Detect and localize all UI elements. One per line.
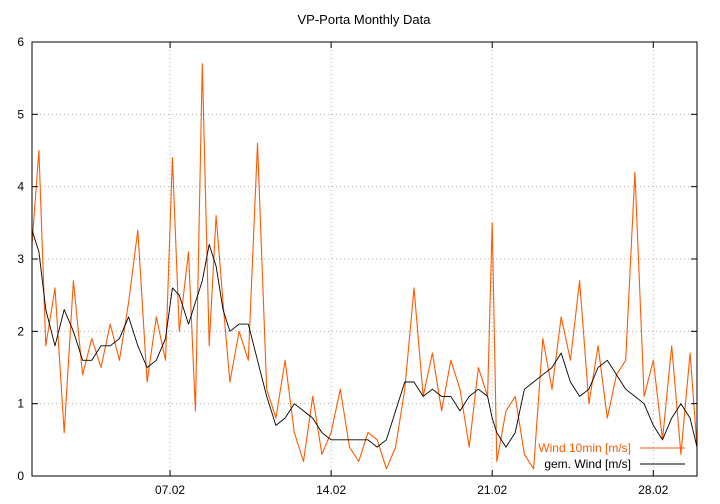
- series-line-wind-10min: [31, 63, 698, 470]
- x-tick-label: 28.02: [638, 483, 668, 497]
- axis-layer: 0 1 2 3 4 5 6 07.02 14.02 21.02 28.02: [17, 35, 698, 497]
- chart-title: VP-Porta Monthly Data: [298, 12, 432, 27]
- x-tick-label: 14.02: [316, 483, 346, 497]
- series-layer: [31, 63, 698, 470]
- legend: Wind 10min [m/s] gem. Wind [m/s]: [538, 441, 685, 471]
- grid-layer: [32, 42, 697, 476]
- y-tick-label: 5: [17, 107, 24, 121]
- x-tick-label: 21.02: [477, 483, 507, 497]
- legend-label: gem. Wind [m/s]: [544, 457, 631, 471]
- y-tick-label: 2: [17, 324, 24, 338]
- y-tick-label: 6: [17, 35, 24, 49]
- y-tick-label: 4: [17, 180, 24, 194]
- y-tick-label: 0: [17, 469, 24, 483]
- plot-frame: [31, 41, 698, 477]
- y-tick-label: 1: [17, 397, 24, 411]
- y-tick-label: 3: [17, 252, 24, 266]
- x-tick-label: 07.02: [155, 483, 185, 497]
- series-line-gem-wind: [31, 229, 698, 448]
- legend-label: Wind 10min [m/s]: [538, 441, 631, 455]
